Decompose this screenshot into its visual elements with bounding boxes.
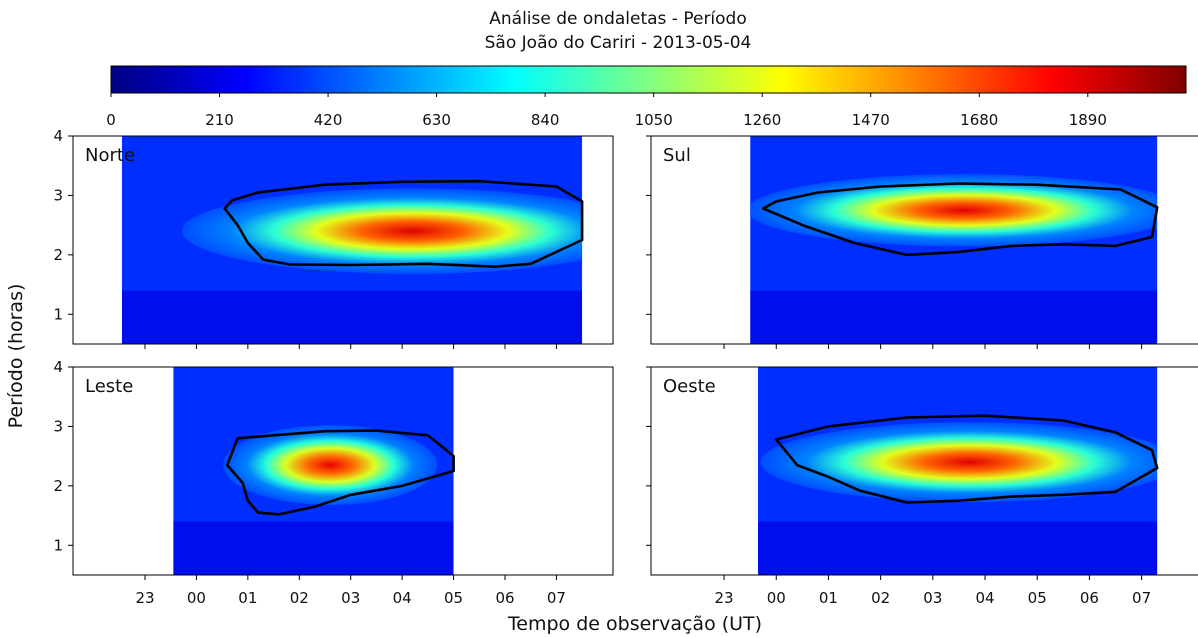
x-tick-label: 00 bbox=[767, 589, 786, 607]
chart-title: Análise de ondaletas - Período bbox=[489, 9, 747, 29]
heatmap-low-band bbox=[173, 521, 454, 575]
heatmap-power-region bbox=[747, 174, 1182, 247]
panel-label: Norte bbox=[85, 145, 135, 166]
significance-contour bbox=[226, 429, 455, 516]
panel-sul: Sul bbox=[646, 135, 1198, 349]
y-tick-label: 2 bbox=[53, 246, 63, 264]
x-tick-label: 02 bbox=[290, 589, 309, 607]
y-tick-label: 1 bbox=[53, 305, 63, 323]
x-tick-label: 05 bbox=[1028, 589, 1047, 607]
x-tick-label: 05 bbox=[444, 589, 463, 607]
colorbar: 0 210 420 630 840 1050 1260 1470 1680 1890 bbox=[106, 65, 1187, 129]
x-tick-label: 04 bbox=[975, 589, 994, 607]
heatmap-power-region bbox=[182, 188, 613, 274]
x-tick-label: 04 bbox=[393, 589, 412, 607]
y-tick-label: 3 bbox=[53, 417, 63, 435]
heatmap-low-band bbox=[121, 290, 583, 344]
significance-contour bbox=[775, 414, 1159, 504]
colorbar-tick-label: 210 bbox=[205, 111, 234, 129]
heatmap-low-band bbox=[750, 290, 1158, 344]
panel-frame bbox=[72, 366, 614, 576]
heatmap-power-region bbox=[223, 425, 438, 505]
y-axis-label: Período (horas) bbox=[5, 284, 27, 429]
chart-subtitle: São João do Cariri - 2013-05-04 bbox=[485, 33, 752, 53]
panel-frame bbox=[650, 135, 1198, 345]
x-tick-label: 23 bbox=[715, 589, 734, 607]
panel-label: Oeste bbox=[663, 376, 716, 397]
x-tick-label: 01 bbox=[238, 589, 257, 607]
colorbar-tick-label: 840 bbox=[531, 111, 560, 129]
x-tick-label: 06 bbox=[1080, 589, 1099, 607]
panel-label: Sul bbox=[663, 145, 691, 166]
colorbar-tick-label: 1050 bbox=[635, 111, 673, 129]
x-tick-label: 06 bbox=[495, 589, 514, 607]
colorbar-tick-label: 1470 bbox=[852, 111, 890, 129]
colorbar-tick-label: 1680 bbox=[960, 111, 998, 129]
colorbar-tick-label: 0 bbox=[106, 111, 116, 129]
y-tick-label: 4 bbox=[53, 358, 63, 376]
panel-oeste: Oeste 23 00 01 02 03 04 05 06 07 bbox=[646, 366, 1198, 607]
y-tick-label: 1 bbox=[53, 536, 63, 554]
colorbar-bar bbox=[110, 65, 1187, 94]
x-tick-label: 00 bbox=[187, 589, 206, 607]
panel-frame bbox=[650, 366, 1198, 576]
y-tick-label: 2 bbox=[53, 477, 63, 495]
heatmap-low-band bbox=[757, 521, 1158, 575]
panel-label: Leste bbox=[85, 376, 133, 397]
x-axis-label: Tempo de observação (UT) bbox=[507, 613, 762, 635]
colorbar-tick-label: 1890 bbox=[1069, 111, 1107, 129]
x-tick-label: 23 bbox=[135, 589, 154, 607]
x-tick-label: 01 bbox=[819, 589, 838, 607]
y-tick-label: 3 bbox=[53, 186, 63, 204]
significance-contour bbox=[761, 182, 1159, 257]
significance-contour bbox=[223, 179, 584, 268]
heatmap-power-region bbox=[760, 422, 1179, 503]
x-tick-label: 02 bbox=[871, 589, 890, 607]
y-tick-label: 4 bbox=[53, 127, 63, 145]
x-tick-label: 07 bbox=[1132, 589, 1151, 607]
colorbar-tick-label: 630 bbox=[422, 111, 451, 129]
panel-frame bbox=[72, 135, 614, 345]
colorbar-tick-label: 1260 bbox=[743, 111, 781, 129]
x-tick-label: 03 bbox=[341, 589, 360, 607]
colorbar-tick-label: 420 bbox=[314, 111, 343, 129]
x-tick-label: 03 bbox=[923, 589, 942, 607]
panel-norte: Norte 1 2 3 4 bbox=[53, 127, 614, 349]
x-tick-label: 07 bbox=[547, 589, 566, 607]
